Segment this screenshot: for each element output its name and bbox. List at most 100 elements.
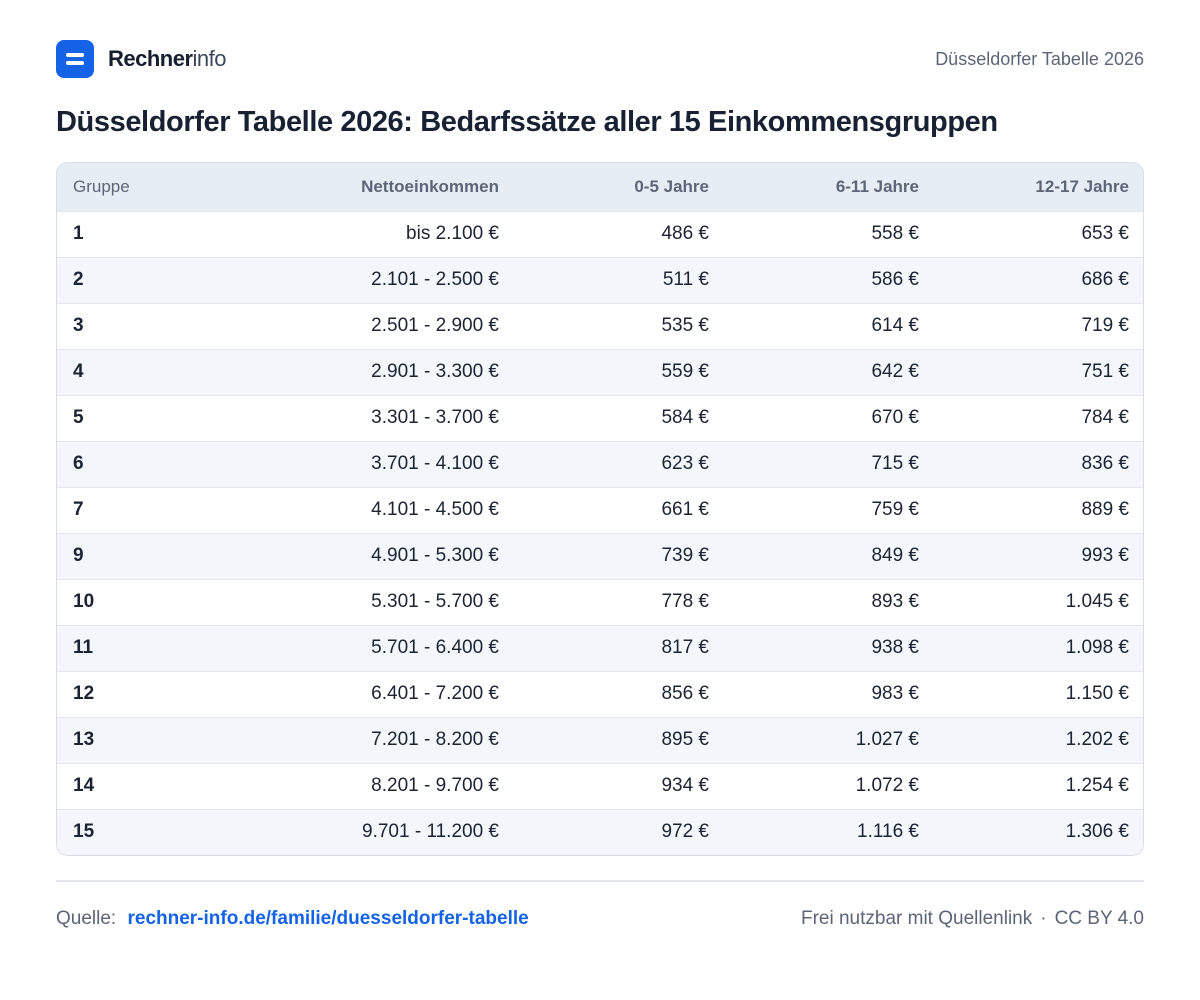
cell-age-0-5: 623 € [515,440,725,487]
cell-age-0-5: 486 € [515,210,725,257]
cell-gruppe: 9 [57,532,237,579]
table-row: 12 6.401 - 7.200 €856 €983 €1.150 € [57,670,1143,717]
table-row: 4 2.901 - 3.300 €559 €642 €751 € [57,348,1143,395]
table-row: 5 3.301 - 3.700 €584 €670 €784 € [57,394,1143,441]
column-header-age-6-11: 6-11 Jahre [725,163,935,211]
cell-nettoeinkommen: 9.701 - 11.200 € [237,808,515,855]
cell-age-12-17: 751 € [935,348,1143,395]
brand-logo[interactable]: Rechnerinfo [56,40,227,78]
cell-age-0-5: 584 € [515,394,725,441]
cell-age-6-11: 642 € [725,348,935,395]
table-row: 15 9.701 - 11.200 €972 €1.116 €1.306 € [57,808,1143,855]
cell-age-6-11: 1.072 € [725,762,935,809]
cell-age-6-11: 558 € [725,210,935,257]
cell-age-6-11: 670 € [725,394,935,441]
cell-age-6-11: 983 € [725,670,935,717]
table-row: 10 5.301 - 5.700 €778 €893 €1.045 € [57,578,1143,625]
cell-age-12-17: 784 € [935,394,1143,441]
data-table-container: Gruppe Nettoeinkommen 0-5 Jahre 6-11 Jah… [56,162,1144,856]
column-header-age-0-5: 0-5 Jahre [515,163,725,211]
column-header-gruppe: Gruppe [57,163,237,211]
cell-age-12-17: 686 € [935,256,1143,303]
table-row: 9 4.901 - 5.300 €739 €849 €993 € [57,532,1143,579]
table-row: 1 bis 2.100 €486 €558 €653 € [57,210,1143,257]
cell-age-12-17: 993 € [935,532,1143,579]
cell-age-0-5: 661 € [515,486,725,533]
footer-divider [56,880,1144,882]
cell-nettoeinkommen: 2.901 - 3.300 € [237,348,515,395]
duesseldorfer-table: Gruppe Nettoeinkommen 0-5 Jahre 6-11 Jah… [57,163,1143,855]
cell-age-12-17: 836 € [935,440,1143,487]
cell-age-12-17: 653 € [935,210,1143,257]
license-badge: CC BY 4.0 [1054,908,1144,929]
cell-gruppe: 14 [57,762,237,809]
cell-age-6-11: 614 € [725,302,935,349]
page-header: Rechnerinfo Düsseldorfer Tabelle 2026 [56,40,1144,78]
cell-age-6-11: 759 € [725,486,935,533]
license-text: Frei nutzbar mit Quellenlink [800,908,1033,929]
cell-age-0-5: 934 € [515,762,725,809]
cell-nettoeinkommen: bis 2.100 € [237,210,515,257]
cell-age-0-5: 559 € [515,348,725,395]
cell-gruppe: 5 [57,394,237,441]
source-label: Quelle: [56,908,117,929]
cell-age-0-5: 511 € [515,256,725,303]
cell-age-6-11: 893 € [725,578,935,625]
cell-gruppe: 15 [57,808,237,855]
cell-age-0-5: 535 € [515,302,725,349]
cell-gruppe: 6 [57,440,237,487]
header-subtitle: Düsseldorfer Tabelle 2026 [935,48,1144,69]
cell-nettoeinkommen: 3.301 - 3.700 € [237,394,515,441]
cell-gruppe: 1 [57,210,237,257]
menu-lines-icon [56,40,94,78]
license-separator: · [1040,908,1047,929]
cell-age-0-5: 972 € [515,808,725,855]
cell-age-6-11: 1.116 € [725,808,935,855]
table-header-row: Gruppe Nettoeinkommen 0-5 Jahre 6-11 Jah… [57,163,1143,211]
cell-gruppe: 13 [57,716,237,763]
table-row: 7 4.101 - 4.500 €661 €759 €889 € [57,486,1143,533]
cell-age-12-17: 1.306 € [935,808,1143,855]
cell-age-6-11: 715 € [725,440,935,487]
brand-name-light: info [192,46,227,71]
table-body: 1 bis 2.100 €486 €558 €653 €2 2.101 - 2.50… [57,210,1143,855]
cell-age-0-5: 817 € [515,624,725,671]
cell-gruppe: 2 [57,256,237,303]
table-row: 11 5.701 - 6.400 €817 €938 €1.098 € [57,624,1143,671]
cell-age-6-11: 1.027 € [725,716,935,763]
column-header-age-12-17: 12-17 Jahre [935,163,1143,211]
brand-name-strong: Rechner [108,46,193,71]
cell-age-12-17: 889 € [935,486,1143,533]
cell-nettoeinkommen: 5.701 - 6.400 € [237,624,515,671]
table-row: 13 7.201 - 8.200 €895 €1.027 €1.202 € [57,716,1143,763]
cell-age-12-17: 1.254 € [935,762,1143,809]
cell-nettoeinkommen: 4.901 - 5.300 € [237,532,515,579]
table-row: 6 3.701 - 4.100 €623 €715 €836 € [57,440,1143,487]
column-header-nettoeinkommen: Nettoeinkommen [237,163,515,211]
cell-nettoeinkommen: 2.501 - 2.900 € [237,302,515,349]
cell-gruppe: 10 [57,578,237,625]
source-line: Quelle: rechner-info.de/familie/duesseld… [56,908,529,930]
cell-age-0-5: 895 € [515,716,725,763]
cell-age-6-11: 849 € [725,532,935,579]
cell-age-6-11: 938 € [725,624,935,671]
page-title: Düsseldorfer Tabelle 2026: Bedarfssätze … [56,106,998,138]
cell-age-12-17: 1.150 € [935,670,1143,717]
cell-age-12-17: 1.098 € [935,624,1143,671]
cell-age-12-17: 1.045 € [935,578,1143,625]
cell-nettoeinkommen: 2.101 - 2.500 € [237,256,515,303]
cell-nettoeinkommen: 7.201 - 8.200 € [237,716,515,763]
cell-age-0-5: 778 € [515,578,725,625]
brand-name: Rechnerinfo [108,46,227,72]
table-row: 14 8.201 - 9.700 €934 €1.072 €1.254 € [57,762,1143,809]
cell-age-12-17: 1.202 € [935,716,1143,763]
cell-age-6-11: 586 € [725,256,935,303]
table-row: 2 2.101 - 2.500 €511 €586 €686 € [57,256,1143,303]
source-link[interactable]: rechner-info.de/familie/duesseldorfer-ta… [127,908,529,929]
cell-gruppe: 11 [57,624,237,671]
cell-gruppe: 7 [57,486,237,533]
cell-nettoeinkommen: 8.201 - 9.700 € [237,762,515,809]
cell-gruppe: 4 [57,348,237,395]
cell-age-0-5: 739 € [515,532,725,579]
cell-nettoeinkommen: 3.701 - 4.100 € [237,440,515,487]
